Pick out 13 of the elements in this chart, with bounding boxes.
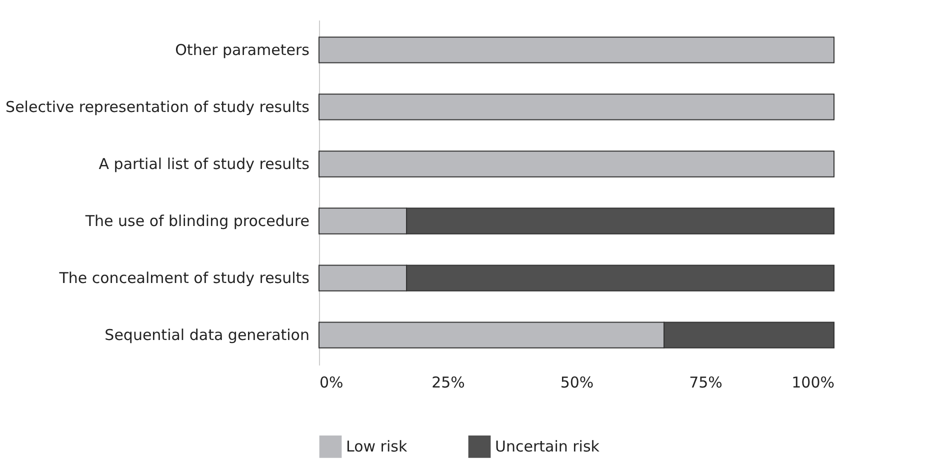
legend-label: Uncertain risk xyxy=(495,438,600,456)
x-tick-label: 25% xyxy=(432,374,465,392)
x-tick-label: 0% xyxy=(320,374,344,392)
x-tick-label: 75% xyxy=(689,374,722,392)
y-tick-label: Other parameters xyxy=(175,40,310,59)
y-tick-label: Sequential data generation xyxy=(104,326,310,344)
y-tick-label: The concealment of study results xyxy=(58,269,310,288)
x-tick-label: 100% xyxy=(792,374,834,392)
y-tick-label: The use of blinding procedure xyxy=(84,212,310,230)
x-tick-label: 50% xyxy=(560,374,594,392)
y-tick-label: Selective representation of study results xyxy=(6,98,310,116)
legend-label: Low risk xyxy=(346,438,408,456)
y-tick-label: A partial list of study results xyxy=(98,154,310,173)
